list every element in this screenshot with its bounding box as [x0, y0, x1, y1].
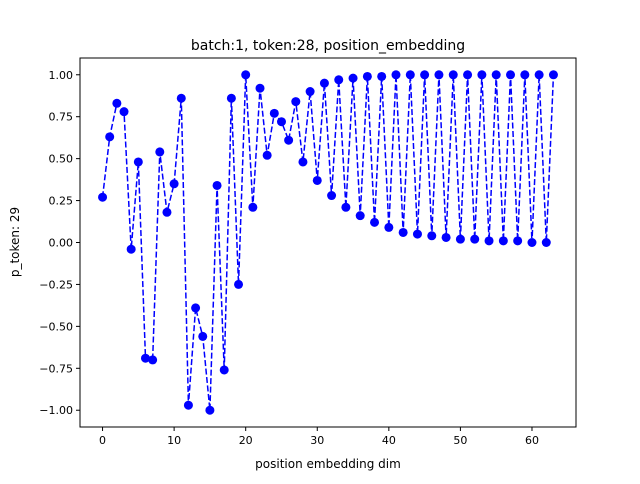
- data-point: [112, 98, 122, 108]
- data-point: [269, 108, 279, 118]
- data-point: [183, 400, 193, 410]
- y-tick-label: 0.00: [49, 237, 74, 250]
- series-markers: [98, 70, 558, 415]
- data-point: [398, 227, 408, 237]
- y-tick-label: −1.00: [39, 404, 73, 417]
- data-point: [334, 75, 344, 85]
- data-point: [162, 207, 172, 217]
- data-point: [276, 117, 286, 127]
- data-point: [455, 234, 465, 244]
- data-point: [140, 353, 150, 363]
- data-point: [477, 70, 487, 80]
- y-axis-label: p_token: 29: [8, 207, 22, 277]
- data-point: [105, 132, 115, 142]
- data-point: [298, 157, 308, 167]
- data-point: [441, 232, 451, 242]
- data-point: [405, 70, 415, 80]
- data-point: [219, 365, 229, 375]
- data-point: [191, 303, 201, 313]
- data-point: [305, 87, 315, 97]
- data-point: [448, 70, 458, 80]
- y-tick-label: 0.25: [49, 195, 74, 208]
- chart-title: batch:1, token:28, position_embedding: [191, 38, 465, 54]
- data-point: [498, 236, 508, 246]
- x-tick-label: 10: [167, 434, 181, 447]
- data-point: [520, 70, 530, 80]
- y-tick-label: −0.75: [39, 362, 73, 375]
- x-axis-label: position embedding dim: [255, 457, 401, 471]
- data-point: [534, 70, 544, 80]
- data-point: [176, 93, 186, 103]
- data-point: [312, 175, 322, 185]
- data-point: [348, 73, 358, 83]
- x-tick-label: 60: [525, 434, 539, 447]
- data-point: [241, 70, 251, 80]
- data-point: [148, 355, 158, 365]
- data-point: [527, 238, 537, 247]
- data-point: [391, 70, 401, 80]
- data-point: [248, 202, 258, 212]
- data-point: [384, 222, 394, 232]
- data-point: [169, 179, 179, 189]
- data-point: [548, 70, 558, 80]
- data-point: [133, 157, 143, 167]
- data-point: [484, 236, 494, 246]
- x-axis-ticks: 0 10 20 30 40 50 60: [99, 427, 539, 447]
- data-point: [427, 231, 437, 241]
- y-tick-label: 1.00: [49, 69, 74, 82]
- data-point: [412, 229, 422, 239]
- series-line: [101, 74, 555, 411]
- data-point: [541, 238, 551, 247]
- data-point: [491, 70, 501, 80]
- data-point: [155, 147, 165, 157]
- data-point: [234, 279, 244, 289]
- data-point: [370, 217, 380, 227]
- data-point: [377, 71, 387, 81]
- data-point: [341, 202, 351, 212]
- data-point: [362, 71, 372, 81]
- x-tick-label: 20: [239, 434, 253, 447]
- y-tick-label: 0.50: [49, 153, 74, 166]
- data-point: [198, 331, 208, 341]
- data-point: [255, 83, 265, 93]
- data-point: [212, 180, 222, 190]
- data-point: [319, 78, 329, 88]
- y-tick-label: 0.75: [49, 111, 74, 124]
- data-point: [355, 211, 365, 221]
- data-point: [126, 244, 136, 254]
- data-point: [506, 70, 516, 80]
- data-point: [420, 70, 430, 80]
- data-point: [327, 191, 337, 201]
- data-point: [513, 236, 523, 246]
- y-tick-label: −0.50: [39, 320, 73, 333]
- y-tick-label: −0.25: [39, 278, 73, 291]
- y-axis-ticks: −1.00 −0.75 −0.50 −0.25 0.00 0.25 0.50 0.75 1.00: [39, 69, 80, 417]
- data-point: [284, 135, 294, 145]
- x-tick-label: 50: [453, 434, 467, 447]
- data-point: [262, 150, 272, 160]
- x-tick-label: 0: [99, 434, 106, 447]
- data-point: [205, 405, 215, 415]
- data-point: [291, 97, 301, 107]
- data-point: [119, 107, 129, 117]
- x-tick-label: 40: [382, 434, 396, 447]
- data-point: [463, 70, 473, 80]
- x-tick-label: 30: [310, 434, 324, 447]
- data-point: [434, 70, 444, 80]
- data-point: [470, 234, 480, 244]
- data-point: [98, 192, 108, 202]
- data-point: [226, 93, 236, 103]
